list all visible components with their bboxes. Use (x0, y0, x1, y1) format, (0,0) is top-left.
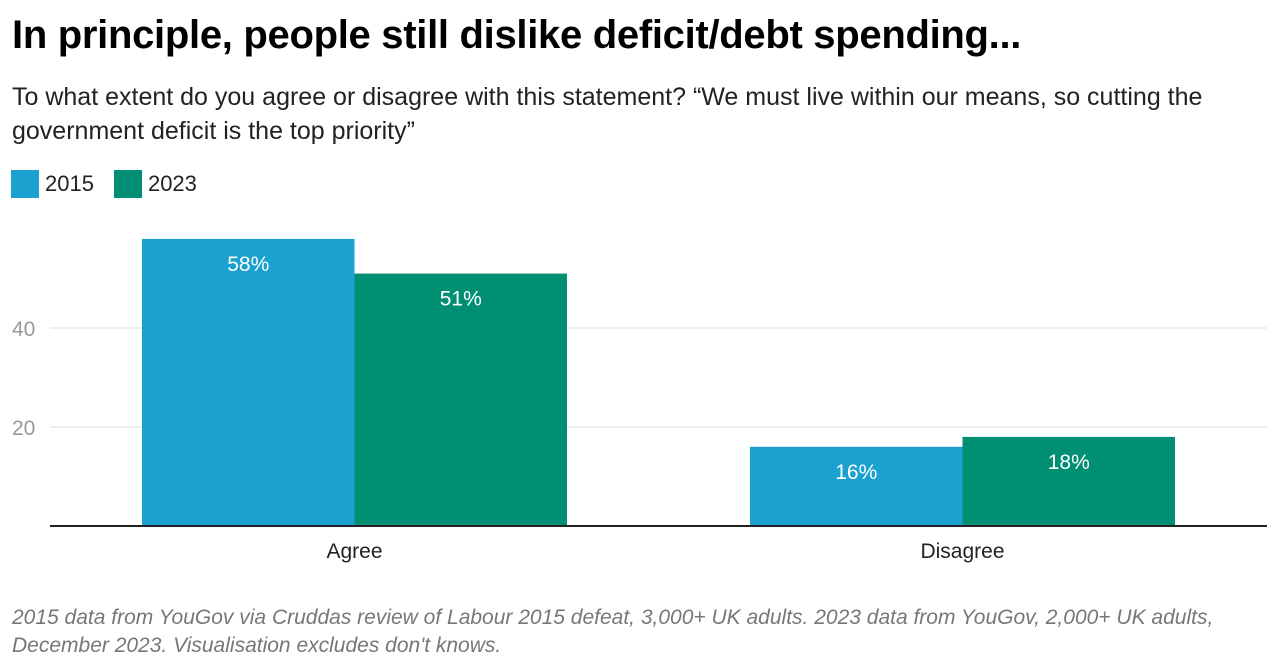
legend-swatch-2015 (11, 170, 39, 198)
data-label-disagree-2015: 16% (835, 461, 877, 484)
y-tick-label-20: 20 (12, 417, 35, 440)
bar-disagree-2023 (962, 436, 1175, 526)
y-tick-label-40: 40 (12, 318, 35, 341)
legend-item-2015: 2015 (11, 170, 94, 198)
bar-disagree-2015 (750, 446, 963, 526)
legend: 2015 2023 (11, 170, 217, 198)
legend-label-2015: 2015 (45, 171, 94, 196)
legend-swatch-2023 (113, 170, 142, 198)
x-tick-label-disagree: Disagree (920, 540, 1004, 563)
data-label-agree-2023: 51% (440, 288, 482, 311)
source-note: 2015 data from YouGov via Cruddas review… (12, 606, 1214, 657)
bar-agree-2023 (354, 273, 567, 526)
chart-title: In principle, people still dislike defic… (12, 13, 1022, 57)
data-label-agree-2015: 58% (227, 253, 269, 276)
legend-item-2023: 2023 (113, 170, 197, 198)
data-label-disagree-2023: 18% (1048, 451, 1090, 474)
chart-subtitle: To what extent do you agree or disagree … (12, 83, 1203, 145)
bar-chart: 20 40 58% 51% Agree 16% 18% Disagree (12, 238, 1267, 563)
bar-agree-2015 (142, 238, 355, 526)
legend-label-2023: 2023 (147, 171, 197, 196)
x-tick-label-agree: Agree (326, 540, 382, 563)
